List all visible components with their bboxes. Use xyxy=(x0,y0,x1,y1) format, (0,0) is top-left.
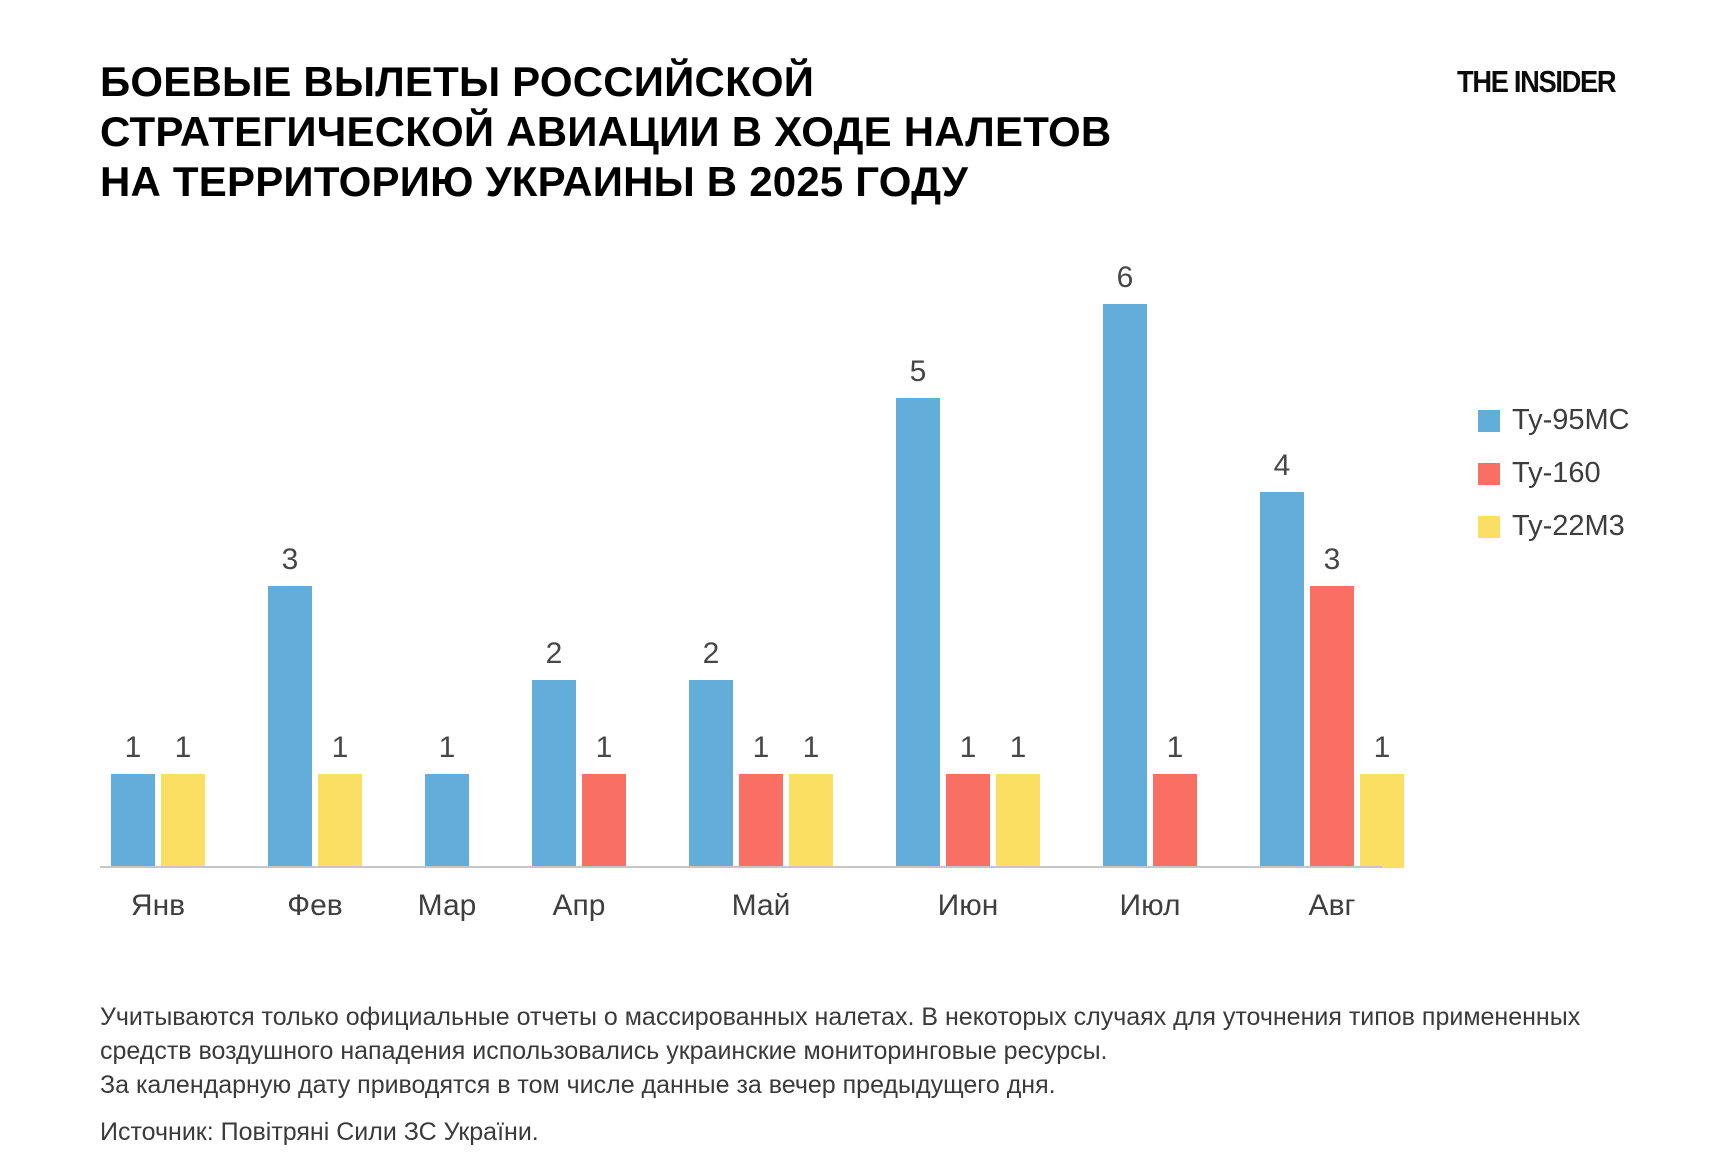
x-tick-label-Авг: Авг xyxy=(1308,889,1356,922)
footnote-text-2: За календарную дату приводятся в том чис… xyxy=(100,1071,1056,1099)
x-tick-label-Июн: Июн xyxy=(937,889,999,922)
x-tick-label-Апр: Апр xyxy=(552,889,606,922)
bar-Ту-22М3-Авг: 1 xyxy=(1360,731,1404,868)
bar-Ту-95МС-Янв: 1 xyxy=(111,731,155,868)
legend-item-Ту-95МС: Ту-95МС xyxy=(1478,404,1630,437)
bar-Ту-95МС-Май: 2 xyxy=(689,637,733,868)
value-label: 1 xyxy=(752,731,770,764)
bar-Ту-95МС-Апр: 2 xyxy=(532,637,576,868)
value-label: 1 xyxy=(959,731,977,764)
value-label: 6 xyxy=(1116,261,1134,294)
footnotes: Учитываются только официальные отчеты о … xyxy=(100,1000,1612,1149)
title-line-1: БОЕВЫЕ ВЫЛЕТЫ РОССИЙСКОЙ xyxy=(100,58,815,105)
x-tick-label-Фев: Фев xyxy=(287,889,343,922)
value-label: 1 xyxy=(331,731,349,764)
x-tick-label-Июл: Июл xyxy=(1119,889,1181,922)
bar-Ту-160-Июл: 1 xyxy=(1153,731,1197,868)
source-note: Источник: Повітряні Сили ЗС України. xyxy=(100,1118,539,1146)
x-tick-label-Май: Май xyxy=(731,889,791,922)
bar-Ту-22М3-Май: 1 xyxy=(789,731,833,868)
month-group-Июл: 6 1 Июл xyxy=(1103,261,1197,922)
bar-Ту-95МС-Мар: 1 xyxy=(425,731,469,868)
bar-chart: 1 1 Янв 3 1 Фев 1 Мар 2 1 Апр 2 1 1 Май 5 1 1 Июн 6 1 Июл 4 3 1 А… xyxy=(111,261,1404,922)
bar-Ту-95МС-Июл: 6 xyxy=(1103,261,1147,868)
bar-Ту-160-Апр: 1 xyxy=(582,731,626,868)
value-label: 2 xyxy=(545,637,563,670)
bar-Ту-22М3-Янв: 1 xyxy=(161,731,205,868)
value-label: 4 xyxy=(1273,449,1291,482)
title-line-3: НА ТЕРРИТОРИЮ УКРАИНЫ В 2025 ГОДУ xyxy=(100,158,969,205)
bar-Ту-95МС-Фев: 3 xyxy=(268,543,312,868)
value-label: 3 xyxy=(1323,543,1341,576)
legend-swatch-icon xyxy=(1478,515,1500,538)
month-group-Фев: 3 1 Фев xyxy=(268,543,362,922)
value-label: 1 xyxy=(438,731,456,764)
value-label: 3 xyxy=(281,543,299,576)
legend-swatch-icon xyxy=(1478,462,1500,485)
value-label: 1 xyxy=(174,731,192,764)
bar-Ту-95МС-Июн: 5 xyxy=(896,355,940,868)
value-label: 5 xyxy=(909,355,927,388)
month-group-Июн: 5 1 1 Июн xyxy=(896,355,1040,922)
value-label: 1 xyxy=(1373,731,1391,764)
legend-label: Ту-22М3 xyxy=(1512,510,1625,542)
value-label: 1 xyxy=(124,731,142,764)
month-group-Мар: 1 Мар xyxy=(418,731,477,922)
chart-legend: Ту-95МС Ту-160 Ту-22М3 xyxy=(1478,404,1630,543)
value-label: 1 xyxy=(1009,731,1027,764)
value-label: 2 xyxy=(702,637,720,670)
legend-label: Ту-95МС xyxy=(1512,404,1630,436)
page-title: БОЕВЫЕ ВЫЛЕТЫ РОССИЙСКОЙ СТРАТЕГИЧЕСКОЙ … xyxy=(100,57,1111,207)
bar-Ту-95МС-Авг: 4 xyxy=(1260,449,1304,868)
the-insider-logo: THE INSIDER xyxy=(1457,64,1617,99)
legend-item-Ту-160: Ту-160 xyxy=(1478,457,1630,490)
bar-Ту-22М3-Фев: 1 xyxy=(318,731,362,868)
value-label: 1 xyxy=(595,731,613,764)
title-line-2: СТРАТЕГИЧЕСКОЙ АВИАЦИИ В ХОДЕ НАЛЕТОВ xyxy=(100,108,1112,155)
bar-Ту-22М3-Июн: 1 xyxy=(996,731,1040,868)
x-tick-label-Янв: Янв xyxy=(130,889,186,922)
bar-Ту-160-Авг: 3 xyxy=(1310,543,1354,868)
legend-label: Ту-160 xyxy=(1512,457,1601,489)
month-group-Апр: 2 1 Апр xyxy=(532,637,626,922)
bar-Ту-160-Июн: 1 xyxy=(946,731,990,868)
month-group-Май: 2 1 1 Май xyxy=(689,637,833,922)
value-label: 1 xyxy=(802,731,820,764)
x-tick-label-Мар: Мар xyxy=(417,889,477,922)
month-group-Янв: 1 1 Янв xyxy=(111,731,205,922)
footnote-text: Учитываются только официальные отчеты о … xyxy=(100,1003,1581,1065)
legend-item-Ту-22М3: Ту-22М3 xyxy=(1478,510,1630,543)
month-group-Авг: 4 3 1 Авг xyxy=(1260,449,1404,922)
x-axis-baseline xyxy=(100,866,1382,868)
legend-swatch-icon xyxy=(1478,409,1500,432)
bar-Ту-160-Май: 1 xyxy=(739,731,783,868)
value-label: 1 xyxy=(1166,731,1184,764)
